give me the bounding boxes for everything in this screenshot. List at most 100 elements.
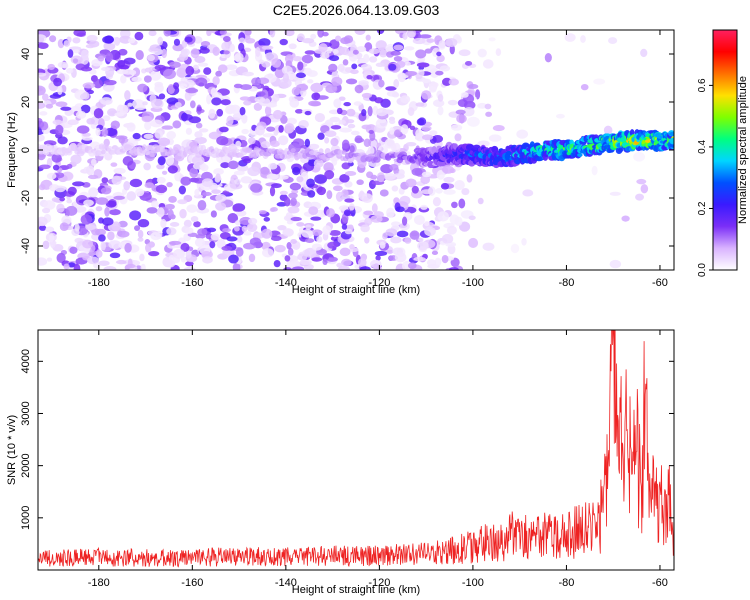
heatmap-cell [378,79,385,88]
heatmap-cell [445,242,457,247]
heatmap-cell [244,30,252,36]
heatmap-cell [361,92,373,99]
heatmap-cell [229,43,235,53]
heatmap-cell [337,63,345,72]
heatmap-x-tick-label: -180 [88,277,110,289]
heatmap-cell [454,180,465,191]
heatmap-cell [80,66,93,72]
heatmap-cell [278,124,284,133]
heatmap-cell [354,135,363,144]
heatmap-cell [348,224,354,230]
heatmap-cell [366,74,373,80]
heatmap-cell [137,83,148,93]
heatmap-y-tick-label: -20 [20,190,32,206]
heatmap-cell [485,111,493,117]
heatmap-cell [141,115,153,123]
heatmap-cell [194,237,206,248]
heatmap-cell [443,176,455,183]
heatmap-cell [303,67,313,76]
heatmap-cell [150,119,163,128]
heatmap-signal-cell [438,160,447,167]
heatmap-cell [392,92,400,98]
heatmap-cell [221,245,233,251]
heatmap-cell [234,52,244,63]
heatmap-cell [57,38,65,49]
heatmap-cell [273,259,281,268]
heatmap-cell [200,164,209,172]
heatmap-cell [125,263,136,269]
heatmap-cell [290,238,297,245]
heatmap-cell [73,49,80,54]
heatmap-cell [356,46,367,53]
heatmap-cell [306,79,314,84]
heatmap-cell [390,221,401,227]
heatmap-cell [294,109,304,114]
heatmap-cell [360,64,371,69]
heatmap-cell [339,127,352,133]
heatmap-cell [412,37,426,45]
heatmap-cell [420,189,433,195]
heatmap-cell [363,138,371,148]
heatmap-cell [484,103,492,110]
heatmap-cell [390,236,402,244]
heatmap-cell [73,263,81,270]
heatmap-cell [137,219,150,228]
heatmap-cell [211,97,222,106]
heatmap-cell [591,165,598,176]
heatmap-cell [160,218,167,229]
heatmap-cell [346,119,355,124]
heatmap-cell [449,44,455,55]
heatmap-cell [194,188,200,197]
heatmap-x-tick-label: -80 [558,277,574,289]
heatmap-cell [420,174,431,185]
heatmap-cell [118,48,128,56]
heatmap-signal-cell [42,149,50,156]
heatmap-cell [167,84,175,95]
heatmap-cell [67,186,77,196]
heatmap-cell [109,252,121,259]
heatmap-cell [277,225,287,231]
heatmap-cell [343,35,354,44]
heatmap-cell [360,224,370,233]
heatmap-cell [180,242,190,252]
heatmap-cell [277,135,289,146]
heatmap-cell [393,129,401,138]
snr-x-tick-label: -180 [88,577,110,589]
heatmap-cell [326,208,335,218]
heatmap-cell [197,62,209,67]
heatmap-cell [226,236,238,242]
heatmap-cell [102,35,115,44]
heatmap-cell [51,197,60,202]
colorbar: 0.0 0.2 0.4 0.6 Normalized spectral amplitu… [697,29,749,277]
heatmap-cell [455,109,466,115]
heatmap-cell [104,207,110,217]
heatmap-cell [41,93,49,101]
heatmap-cell [370,215,383,223]
heatmap-cell [468,237,479,249]
heatmap-cell [256,91,266,97]
heatmap-cell [167,209,174,220]
heatmap-cell [341,258,352,267]
heatmap-cell [241,225,248,233]
heatmap-cell [608,37,618,45]
heatmap-cell [368,48,381,55]
heatmap-cell [100,97,113,106]
heatmap-cell [113,195,125,200]
heatmap-cell [154,83,164,93]
heatmap-cell [254,125,265,136]
heatmap-cell [258,59,265,65]
heatmap-cell [304,110,312,116]
heatmap-cell [243,100,252,106]
heatmap-cell [38,72,47,77]
heatmap-cell [426,38,435,43]
heatmap-cell [376,30,385,34]
heatmap-cell [268,162,278,170]
heatmap-cell [279,190,288,195]
heatmap-cell [38,257,48,266]
colorbar-gradient [713,30,737,270]
heatmap-x-tick-label: -160 [181,277,203,289]
heatmap-cell [477,48,487,58]
heatmap-cell [105,200,117,208]
heatmap-cell [219,126,229,133]
heatmap-cell [341,162,351,170]
